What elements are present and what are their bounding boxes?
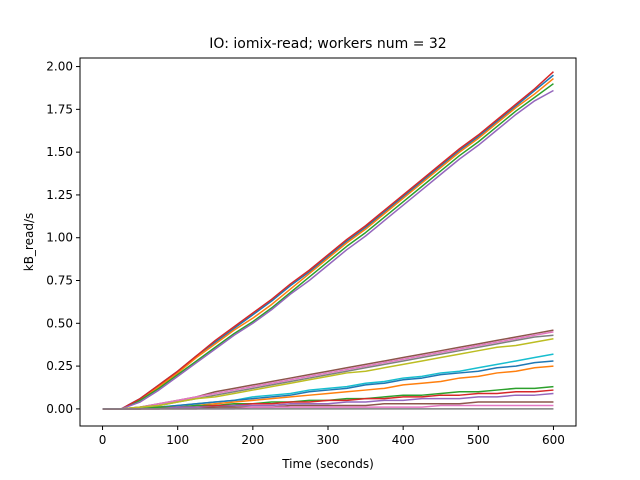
x-axis-label: Time (seconds) xyxy=(281,457,374,471)
x-tick-label: 0 xyxy=(99,433,107,447)
x-tick-label: 400 xyxy=(392,433,415,447)
ticks-layer: 0 100 200 300 400 500 600 0.00 0.25 0.50 0.75 1.00 1… xyxy=(46,60,565,447)
y-tick-label: 0.50 xyxy=(46,316,73,330)
series-line-9 xyxy=(102,337,554,410)
x-tick-label: 600 xyxy=(542,433,565,447)
series-line-2 xyxy=(102,77,554,410)
series-layer xyxy=(102,71,554,410)
series-line-4 xyxy=(102,71,554,410)
x-tick-label: 200 xyxy=(241,433,264,447)
y-tick-label: 0.75 xyxy=(46,274,73,288)
series-line-7 xyxy=(102,331,554,410)
x-tick-label: 500 xyxy=(467,433,490,447)
y-tick-label: 1.00 xyxy=(46,231,73,245)
x-tick-label: 300 xyxy=(317,433,340,447)
y-tick-label: 1.75 xyxy=(46,102,73,116)
y-tick-label: 1.25 xyxy=(46,188,73,202)
y-tick-label: 1.50 xyxy=(46,145,73,159)
y-tick-label: 0.00 xyxy=(46,402,73,416)
series-line-15 xyxy=(102,392,554,410)
y-tick-label: 0.25 xyxy=(46,359,73,373)
series-line-11 xyxy=(102,360,554,410)
y-tick-label: 2.00 xyxy=(46,60,73,74)
x-tick-label: 100 xyxy=(166,433,189,447)
series-line-3 xyxy=(102,83,554,410)
y-axis-label: kB_read/s xyxy=(22,213,36,272)
series-line-5 xyxy=(102,89,554,410)
chart-title: IO: iomix-read; workers num = 32 xyxy=(209,36,446,52)
